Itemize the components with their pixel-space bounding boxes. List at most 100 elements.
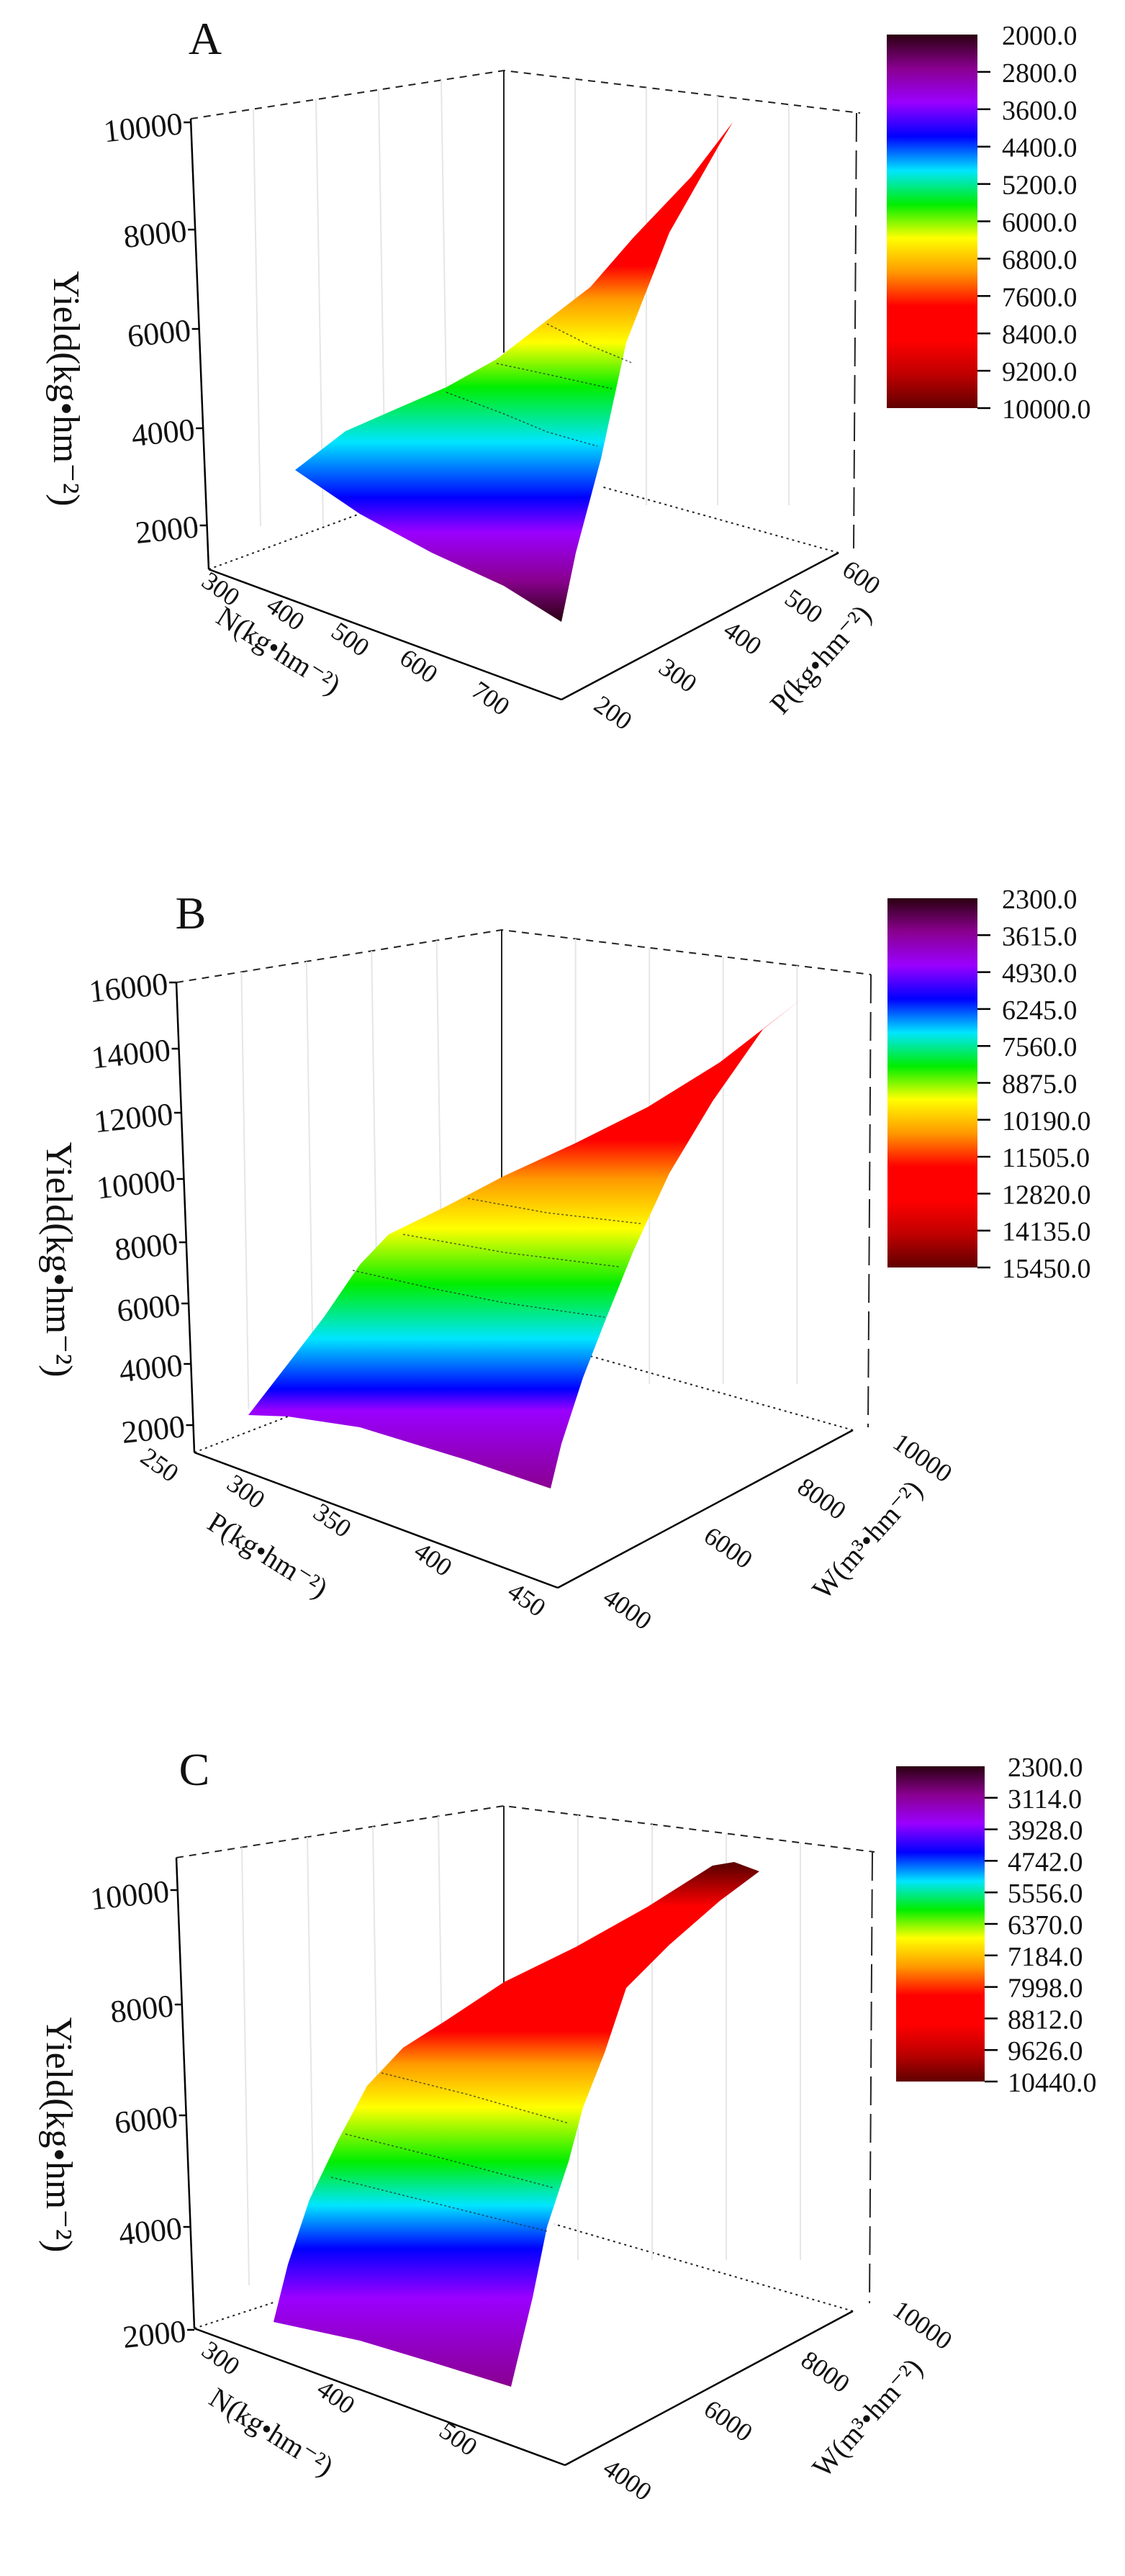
colorbar-label: 3615.0	[1002, 921, 1077, 952]
z-tick-label: 8000	[109, 1988, 176, 2030]
z-tick-label: 10000	[89, 1874, 171, 1917]
response-surface	[248, 998, 803, 1488]
colorbar	[896, 1766, 985, 2082]
panel-label: A	[189, 13, 222, 64]
z-tick-label: 4000	[117, 2210, 184, 2252]
colorbar-label: 8400.0	[1002, 320, 1077, 350]
floor-grid-line	[600, 486, 839, 553]
wall-grid-line	[241, 1847, 250, 2286]
z-tick-label: 2000	[134, 509, 201, 551]
colorbar-label: 7560.0	[1002, 1032, 1077, 1062]
x-tick-label: 300	[196, 2335, 245, 2381]
colorbar-label: 10440.0	[1008, 2068, 1097, 2098]
box-top-edge	[176, 1804, 875, 1858]
floor-grid-line	[589, 1355, 854, 1431]
colorbar-label: 8812.0	[1008, 2005, 1083, 2035]
z-axis-line	[189, 118, 210, 570]
colorbar-label: 3928.0	[1008, 1816, 1083, 1846]
colorbar-label: 4400.0	[1002, 133, 1077, 163]
z-tick-label: 14000	[90, 1032, 173, 1075]
colorbar-label: 5556.0	[1008, 1879, 1083, 1909]
floor-grid-line	[208, 512, 364, 570]
y-axis-title: P(kg•hm⁻²)	[764, 598, 878, 720]
z-tick-label: 10000	[95, 1162, 178, 1206]
colorbar-label: 9626.0	[1008, 2036, 1083, 2066]
box-right-edge	[869, 1851, 873, 2304]
colorbar-label: 11505.0	[1002, 1143, 1090, 1173]
box-right-edge	[853, 112, 857, 549]
colorbar-label: 2800.0	[1002, 58, 1077, 89]
x-tick-label: 500	[434, 2415, 482, 2462]
x-tick-label: 250	[135, 1442, 184, 1488]
contour-line	[496, 363, 613, 389]
colorbar-label: 6370.0	[1008, 1910, 1083, 1940]
y-axis-line	[561, 551, 839, 701]
colorbar-label: 7600.0	[1002, 282, 1077, 312]
z-tick-label: 6000	[126, 312, 193, 354]
colorbar-label: 7998.0	[1008, 1974, 1083, 2004]
contour-line	[546, 323, 634, 364]
box-top-edge	[190, 69, 861, 119]
panel-label: C	[179, 1744, 210, 1795]
colorbar-label: 4930.0	[1002, 959, 1077, 989]
floor-grid-line	[194, 1416, 289, 1453]
contour-line	[467, 1198, 641, 1224]
box-right-edge	[867, 974, 872, 1428]
colorbar-label: 2300.0	[1002, 885, 1077, 915]
floor-grid-line	[194, 2302, 274, 2329]
x-tick-label: 700	[466, 675, 515, 721]
colorbar-label: 14135.0	[1002, 1217, 1091, 1247]
x-tick-label: 600	[394, 643, 443, 689]
colorbar-label: 10000.0	[1002, 394, 1091, 425]
box-top-edge	[176, 928, 872, 983]
colorbar-label: 15450.0	[1002, 1254, 1091, 1284]
y-tick-label: 10000	[888, 2295, 958, 2355]
x-tick-label: 500	[326, 616, 374, 662]
contour-line	[446, 392, 598, 447]
x-axis-line	[194, 2327, 566, 2467]
z-axis-title: Yield(kg•hm⁻²)	[38, 1142, 79, 1378]
y-tick-label: 500	[780, 583, 828, 629]
y-tick-label: 8000	[796, 2345, 855, 2398]
colorbar	[887, 898, 977, 1267]
z-tick-label: 2000	[120, 1409, 187, 1450]
colorbar-label: 3600.0	[1002, 96, 1077, 126]
colorbar-label: 6000.0	[1002, 208, 1077, 238]
contour-line	[330, 2177, 548, 2232]
z-tick-label: 12000	[92, 1096, 175, 1139]
y-tick-label: 10000	[888, 1427, 958, 1488]
colorbar-label: 6800.0	[1002, 245, 1077, 275]
z-axis-title: Yield(kg•hm⁻²)	[38, 2017, 79, 2253]
floor-grid-line	[554, 2223, 854, 2312]
z-tick-label: 6000	[115, 1287, 182, 1329]
panel-label: B	[176, 887, 207, 939]
x-axis-line	[208, 568, 562, 701]
y-axis-line	[557, 1429, 854, 1589]
wall-grid-line	[253, 109, 261, 527]
y-tick-label: 600	[837, 554, 885, 600]
colorbar-label: 2300.0	[1008, 1753, 1083, 1783]
y-tick-label: 8000	[792, 1472, 851, 1525]
colorbar-label: 2000.0	[1002, 21, 1077, 51]
z-tick-label: 2000	[121, 2313, 188, 2355]
z-tick-label: 10000	[101, 106, 184, 149]
y-tick-label: 6000	[699, 1521, 758, 1574]
response-surface	[274, 1862, 759, 2387]
z-tick-label: 4000	[117, 1347, 184, 1389]
y-tick-label: 200	[589, 690, 637, 736]
y-tick-label: 6000	[699, 2394, 758, 2447]
colorbar-label: 10190.0	[1002, 1106, 1091, 1136]
wall-grid-line	[240, 972, 250, 1410]
y-tick-label: 300	[654, 652, 702, 698]
contour-line	[345, 2133, 555, 2189]
colorbar-label: 4742.0	[1008, 1847, 1083, 1877]
y-tick-label: 4000	[598, 2453, 657, 2506]
colorbar-label: 9200.0	[1002, 357, 1077, 387]
z-axis-line	[175, 982, 196, 1453]
x-tick-label: 400	[312, 2374, 360, 2420]
z-tick-label: 8000	[122, 213, 189, 255]
